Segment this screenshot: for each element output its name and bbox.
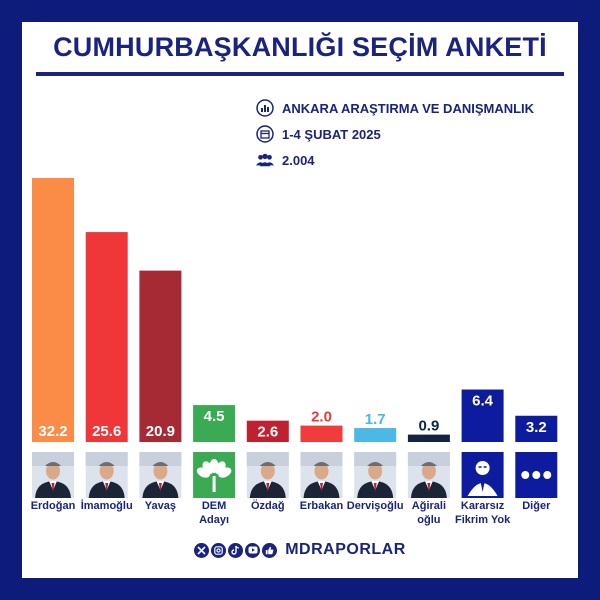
title-divider	[36, 72, 564, 76]
company-name: ANKARA ARAŞTIRMA VE DANIŞMANLIK	[282, 100, 535, 116]
bar-1	[32, 177, 74, 442]
building-icon	[256, 99, 274, 117]
meta-company: ANKARA ARAŞTIRMA VE DANIŞMANLIK	[256, 95, 534, 121]
instagram-icon[interactable]	[211, 542, 227, 558]
candidate-image-6	[300, 452, 343, 498]
meta-sample: 2.004	[256, 147, 534, 173]
bar-value-label: 0.9	[418, 418, 439, 435]
tiktok-icon[interactable]	[228, 542, 244, 558]
category-label: oğlu	[417, 514, 440, 526]
x-icon[interactable]	[194, 542, 210, 558]
category-label: Özdağ	[251, 499, 285, 512]
candidate-image-4	[193, 452, 236, 498]
social-icons	[194, 542, 278, 558]
bar-value-label: 32.2	[38, 423, 67, 440]
bar-value-label: 20.9	[146, 423, 175, 440]
category-label: Diğer	[522, 500, 551, 512]
candidate-image-5	[246, 452, 289, 498]
calendar-icon	[256, 125, 274, 143]
poster-frame: CUMHURBAŞKANLIĞI SEÇİM ANKETİ ANKARA ARA…	[22, 22, 578, 578]
people-icon	[256, 151, 274, 169]
facebook-like-icon[interactable]	[262, 542, 278, 558]
candidate-image-3	[139, 452, 182, 498]
bar-6	[300, 425, 343, 442]
category-label: Adayı	[199, 514, 229, 526]
youtube-icon[interactable]	[245, 542, 261, 558]
candidate-image-9	[461, 452, 504, 498]
survey-date: 1-4 ŞUBAT 2025	[282, 126, 381, 142]
bar-9	[461, 389, 504, 442]
bar-10	[515, 415, 558, 442]
bar-2	[85, 232, 128, 442]
bar-3	[139, 270, 182, 442]
bar-value-label: 6.4	[472, 393, 494, 410]
footer: MDRAPORLAR	[22, 541, 578, 559]
category-label: Dervişoğlu	[347, 500, 404, 512]
category-label: DEM	[202, 500, 226, 512]
category-label: Yavaş	[145, 500, 176, 512]
category-label: Erbakan	[300, 500, 344, 512]
category-label: Kararsız	[461, 500, 505, 512]
bar-8	[407, 434, 450, 442]
category-label: Ağirali	[412, 500, 446, 512]
category-label: İmamoğlu	[81, 499, 133, 512]
bar-value-label: 25.6	[92, 423, 121, 440]
meta-date: 1-4 ŞUBAT 2025	[256, 121, 534, 147]
bar-chart: 32.2 Erdoğan 25.6 İmamoğlu 20.9 Yavaş 4.5 DEM Ad…	[31, 177, 558, 526]
bar-4	[193, 405, 236, 442]
candidate-image-1	[32, 452, 74, 498]
category-label: Erdoğan	[31, 500, 76, 512]
bar-7	[354, 428, 397, 442]
candidate-image-8	[407, 452, 450, 498]
footer-brand: MDRAPORLAR	[285, 541, 406, 558]
candidate-image-10	[515, 452, 558, 498]
survey-meta: ANKARA ARAŞTIRMA VE DANIŞMANLIK 1-4 ŞUBA…	[256, 95, 534, 173]
candidate-image-7	[354, 452, 397, 498]
bar-value-label: 2.6	[257, 424, 278, 441]
page-title: CUMHURBAŞKANLIĞI SEÇİM ANKETİ	[53, 32, 547, 62]
bar-value-label: 3.2	[526, 419, 547, 436]
bar-value-label: 1.7	[365, 411, 386, 428]
category-label: Fikrim Yok	[455, 514, 511, 526]
bar-value-label: 2.0	[311, 409, 332, 426]
sample-size: 2.004	[282, 152, 315, 168]
bar-5	[246, 420, 289, 442]
candidate-image-2	[85, 452, 128, 498]
bar-value-label: 4.5	[204, 408, 225, 425]
